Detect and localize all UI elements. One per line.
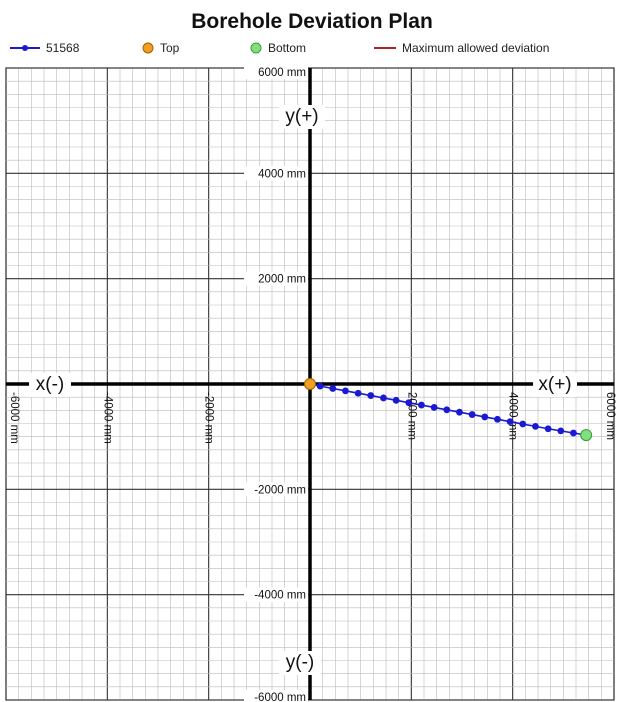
green-circle-marker-icon (250, 42, 262, 54)
line-dot-marker-icon (10, 45, 40, 51)
y-tick-label: -2000 mm (254, 484, 306, 496)
series-point (418, 401, 425, 409)
top-marker (304, 378, 316, 390)
series-point (329, 385, 337, 392)
x-tick-label: -4000 mm (101, 392, 113, 444)
y-tick-label: -4000 mm (254, 590, 306, 602)
y-negative-label-bg (279, 651, 321, 675)
x-tick-label: -6000 mm (8, 392, 20, 444)
y-tick-label: 4000 mm (258, 168, 306, 180)
chart-title: Borehole Deviation Plan (191, 10, 433, 33)
y-tick-bg (244, 65, 308, 79)
series-point (380, 394, 387, 402)
series-51568 (304, 378, 593, 442)
legend-label-bottom: Bottom (268, 41, 306, 55)
y-negative-label: y(-) (286, 652, 314, 673)
series-point (392, 396, 400, 404)
y-tick-label: 2000 mm (258, 274, 306, 286)
y-positive-label: y(+) (285, 106, 318, 127)
series-point (405, 399, 413, 407)
x-tick-label: 6000 mm (604, 392, 616, 440)
x-tick-label: 2000 mm (405, 392, 417, 440)
orange-circle-marker-icon (142, 42, 154, 54)
series-point (557, 427, 565, 435)
x-positive-label: x(+) (538, 374, 571, 395)
legend-label-max-deviation: Maximum allowed deviation (402, 41, 549, 55)
series-point (342, 387, 349, 395)
legend-item-max-deviation: Maximum allowed deviation (374, 41, 549, 55)
series-point (443, 406, 451, 414)
series-point (354, 389, 362, 397)
y-tick-bg (244, 587, 308, 602)
series-point (532, 422, 539, 430)
x-tick-label: -2000 mm (203, 392, 215, 444)
legend: 51568 Top Bottom Maximum allowed deviati… (10, 41, 549, 55)
series-point (506, 418, 514, 426)
x-positive-label-bg (533, 373, 577, 397)
bottom-marker (580, 429, 593, 442)
series-point (456, 408, 463, 416)
legend-item-top: Top (142, 41, 180, 55)
y-tick-bg (244, 166, 308, 181)
series-point (570, 429, 577, 437)
series-point (316, 382, 324, 390)
y-tick-label: 6000 mm (258, 67, 306, 79)
y-tick-bg (244, 482, 308, 497)
legend-label-top: Top (160, 41, 180, 55)
series-point (494, 415, 501, 423)
y-tick-bg (244, 690, 308, 702)
y-tick-bg (244, 271, 308, 286)
legend-label-series: 51568 (46, 41, 80, 55)
series-point (468, 411, 476, 418)
series-point (430, 404, 438, 411)
direction-labels: x(-) x(+) y(+) y(-) (29, 105, 577, 675)
x-negative-label: x(-) (36, 374, 64, 395)
series-point (367, 392, 375, 399)
legend-item-bottom: Bottom (250, 41, 306, 55)
axis-ticks: -6000 mm -4000 mm -2000 mm 2000 mm 4000 mm 60… (8, 65, 616, 702)
y-tick-label: -6000 mm (254, 692, 306, 702)
x-tick-label: 4000 mm (507, 392, 519, 440)
y-positive-label-bg (279, 105, 325, 129)
series-point (544, 425, 552, 433)
x-negative-label-bg (29, 373, 71, 397)
series-point (519, 420, 527, 428)
series-point (481, 413, 489, 421)
legend-item-series: 51568 (10, 41, 80, 55)
